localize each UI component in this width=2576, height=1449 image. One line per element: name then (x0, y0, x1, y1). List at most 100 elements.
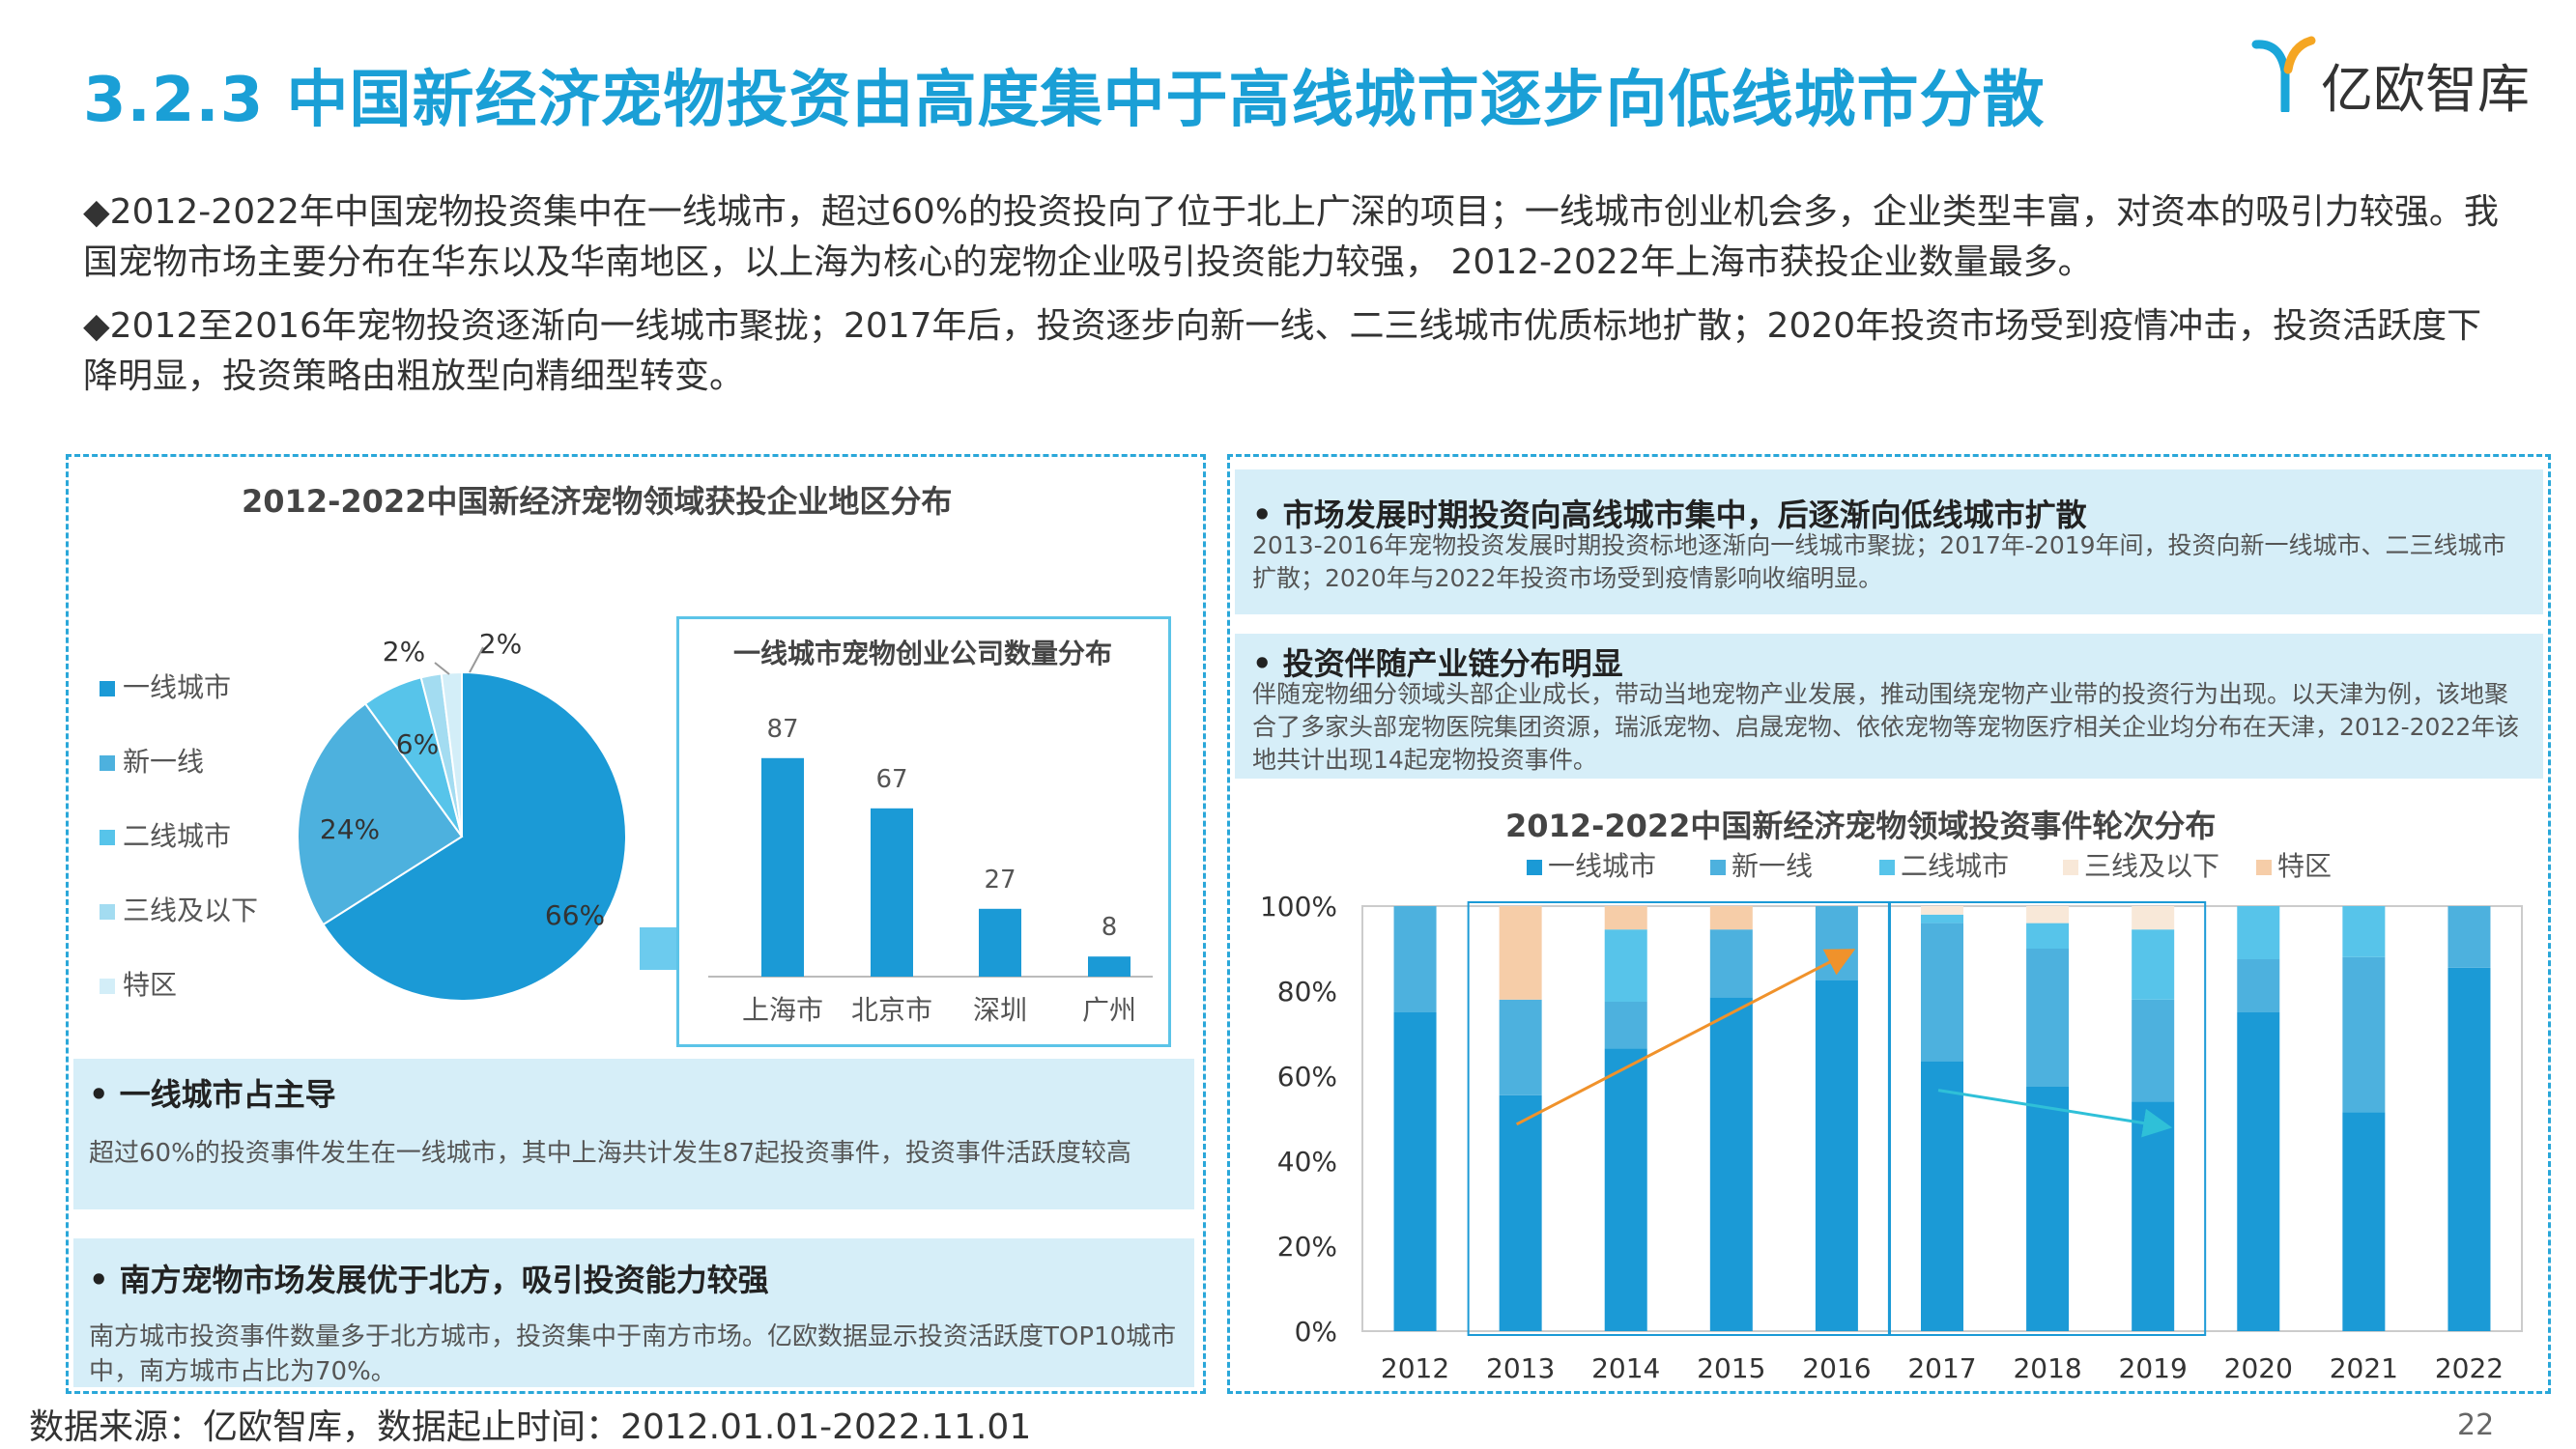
stack-segment (2342, 956, 2386, 1113)
left-panel (66, 454, 1206, 1394)
city-bar-chart-title: 一线城市宠物创业公司数量分布 (733, 638, 1113, 669)
pie-slice-label: 24% (320, 813, 380, 845)
x-tick-label: 2013 (1486, 1352, 1555, 1384)
right-note-body-2: 伴随宠物细分领域头部企业成长，带动当地宠物产业发展，推动围绕宠物产业带的投资行为… (1252, 680, 2520, 774)
pie-slice-label: 2% (479, 628, 522, 660)
trend-arrow (1937, 1089, 2173, 1138)
legend-label: 新一线 (123, 746, 205, 778)
stack-segment (2026, 1087, 2070, 1331)
legend-swatch (100, 755, 115, 771)
intro-paragraph-1: ◆2012-2022年中国宠物投资集中在一线城市，超过60%的投资投向了位于北上… (83, 192, 2499, 282)
right-note-body-1: 2013-2016年宠物投资发展时期投资标地逐渐向一线城市聚拢；2017年-20… (1252, 531, 2506, 592)
stack-segment (1709, 997, 1753, 1331)
x-tick-label: 2016 (1802, 1352, 1871, 1384)
stack-legend-label: 新一线 (1732, 850, 1813, 882)
pie-legend-item: 三线及以下 (100, 890, 258, 928)
y-tick-label: 40% (1277, 1146, 1337, 1178)
legend-label: 一线城市 (123, 671, 232, 703)
left-note-band-1 (73, 1059, 1194, 1209)
left-note-body-1: 超过60%的投资事件发生在一线城市，其中上海共计发生87起投资事件，投资事件活跃… (89, 1139, 1131, 1168)
stack-segment (2237, 1012, 2280, 1331)
trend-arrow (1515, 949, 1856, 1126)
stack-legend-swatch (2256, 860, 2272, 875)
legend-label: 三线及以下 (123, 895, 259, 926)
pie-slice-label: 66% (545, 899, 605, 931)
stacked-chart-title: 2012-2022中国新经济宠物领域投资事件轮次分布 (1505, 808, 2217, 844)
pie-legend-item: 二线城市 (100, 815, 231, 854)
x-tick-label: 2020 (2224, 1352, 2293, 1384)
pie-chart-title: 2012-2022中国新经济宠物领域获投企业地区分布 (242, 483, 953, 520)
stack-segment (2342, 906, 2386, 957)
stack-segment (1393, 1012, 1437, 1331)
highlight-frame (1889, 901, 2207, 1336)
right-panel (1227, 454, 2551, 1394)
brand-logo: 亿欧智库 (2251, 35, 2541, 122)
pie-chart: 66% 24% 6% 2% 2% (297, 628, 627, 1002)
stack-legend-swatch (1527, 860, 1542, 875)
intro-paragraph-2: ◆2012至2016年宠物投资逐渐向一线城市聚拢；2017年后，投资逐步向新一线… (83, 306, 2482, 396)
x-tick-label: 2012 (1381, 1352, 1449, 1384)
stack-segment (2026, 906, 2070, 923)
stack-legend-swatch (1710, 860, 1726, 875)
legend-swatch (100, 830, 115, 845)
city-bar-label: 北京市 (851, 994, 932, 1026)
right-note-band-2 (1235, 634, 2543, 779)
stack-segment (1709, 906, 1753, 930)
stack-segment (1393, 906, 1437, 1012)
y-tick-label: 0% (1295, 1316, 1337, 1348)
y-tick-label: 60% (1277, 1061, 1337, 1093)
stack-legend-label: 一线城市 (1548, 850, 1656, 882)
stack-segment (1499, 999, 1542, 1095)
right-note-heading-1: • 市场发展时期投资向高线城市集中，后逐渐向低线城市扩散 (1252, 497, 2087, 533)
data-source-note: 数据来源：亿欧智库，数据起止时间：2012.01.01-2022.11.01 (29, 1407, 1032, 1447)
city-bar-chart: 87 上海市 67 北京市 27 深圳 8 广州 (708, 715, 1153, 1026)
stack-segment (2447, 906, 2491, 968)
city-bar-label: 上海市 (742, 994, 823, 1026)
stack-segment (2237, 959, 2280, 1012)
stack-legend-label: 二线城市 (1901, 850, 2009, 882)
stack-legend-label: 三线及以下 (2084, 850, 2219, 882)
legend-label: 二线城市 (123, 820, 232, 852)
stack-segment (1921, 906, 1963, 915)
stack-segment (1499, 906, 1542, 1000)
legend-swatch (100, 681, 115, 696)
pie-slice (297, 702, 464, 926)
y-tick-label: 100% (1260, 891, 1337, 923)
legend-swatch (100, 904, 115, 920)
x-tick-label: 2018 (2013, 1352, 2081, 1384)
x-tick-label: 2014 (1591, 1352, 1660, 1384)
x-tick-label: 2022 (2435, 1352, 2504, 1384)
city-bar (761, 757, 804, 977)
city-bar (871, 808, 913, 977)
x-tick-label: 2021 (2330, 1352, 2398, 1384)
pie-leader-line (434, 662, 450, 675)
pie-slice (440, 670, 463, 838)
left-note-band-2 (73, 1238, 1194, 1387)
stack-segment (2026, 949, 2070, 1087)
stack-segment (1709, 929, 1753, 998)
stack-segment (1921, 923, 1963, 1062)
stack-legend-label: 特区 (2277, 850, 2332, 882)
stack-segment (1604, 929, 1647, 1002)
stack-segment (2342, 1112, 2386, 1331)
stack-segment (1499, 1094, 1542, 1331)
stack-segment (2132, 1101, 2175, 1331)
city-bar-value: 8 (1102, 913, 1118, 942)
logo-icon (2251, 36, 2316, 115)
pie-slice-label: 6% (396, 728, 439, 760)
city-bar (1088, 956, 1131, 977)
city-bar (979, 908, 1021, 977)
stack-segment (2447, 967, 2491, 1331)
stack-segment (1815, 980, 1858, 1331)
page-title: 3.2.3 中国新经济宠物投资由高度集中于高线城市逐步向低线城市分散 (83, 65, 2046, 136)
pie-slice (322, 670, 627, 1002)
legend-label: 特区 (123, 969, 178, 1001)
pie-slice-label: 2% (383, 636, 425, 668)
left-note-heading-2: • 南方宠物市场发展优于北方，吸引投资能力较强 (89, 1262, 769, 1298)
left-note-heading-1: • 一线城市占主导 (89, 1076, 336, 1113)
x-tick-label: 2017 (1907, 1352, 1976, 1384)
stack-segment (1921, 914, 1963, 923)
legend-swatch (100, 979, 115, 994)
pie-leader-line (469, 646, 484, 673)
stack-segment (2237, 906, 2280, 959)
